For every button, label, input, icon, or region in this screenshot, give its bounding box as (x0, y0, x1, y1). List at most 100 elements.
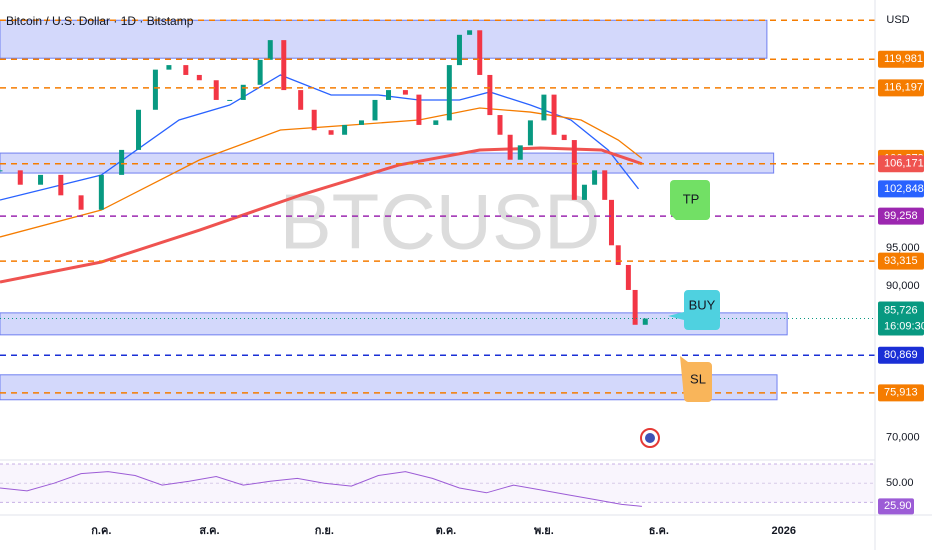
candle (615, 245, 621, 265)
candle (166, 65, 172, 70)
price-label: 102,848 (884, 183, 924, 195)
candle (608, 199, 614, 246)
candle (0, 170, 3, 172)
candle (213, 80, 219, 100)
candle (456, 34, 462, 66)
moving-average (0, 146, 643, 284)
candle (38, 174, 44, 185)
price-label-box (878, 252, 924, 270)
price-label-box (878, 155, 924, 173)
candle (517, 145, 523, 160)
price-label-box (878, 301, 924, 336)
candle (257, 59, 263, 85)
candle (487, 74, 493, 116)
price-label-box (878, 384, 924, 402)
rsi-label-box (878, 498, 914, 515)
callout-text: TP (683, 191, 700, 206)
price-label: 119,981 (884, 53, 923, 65)
candle (58, 174, 64, 196)
rsi-band-fill (0, 464, 875, 503)
candle (119, 149, 125, 175)
price-label-box (878, 50, 924, 68)
candle (592, 170, 598, 185)
buy-callout: BUY (668, 290, 720, 330)
price-label: 80,869 (884, 349, 918, 361)
candle (152, 69, 158, 110)
price-label-box (878, 207, 924, 225)
tp-callout: TP (670, 180, 710, 220)
rsi-label: 25.90 (884, 500, 912, 512)
candle (136, 109, 142, 150)
candle (642, 318, 648, 325)
candle (298, 90, 304, 110)
candle (625, 264, 631, 290)
candle (446, 65, 452, 121)
x-tick-label: ธ.ค. (649, 525, 669, 537)
callout-box (680, 356, 712, 402)
candle (196, 74, 202, 81)
y-tick-label: 70,000 (886, 431, 920, 443)
candle (632, 289, 638, 325)
price-label-box (878, 79, 924, 97)
price-label: 116,197 (884, 82, 923, 94)
candle (358, 120, 364, 125)
event-icon-flag (645, 433, 655, 443)
rsi-line (0, 471, 642, 507)
candle (402, 90, 408, 95)
candle (416, 94, 422, 125)
rsi-tick-label: 50.00 (886, 477, 914, 489)
chart-title: Bitcoin / U.S. Dollar · 1D · Bitstamp (6, 14, 194, 28)
candle (240, 84, 246, 100)
price-label: 85,726 (884, 304, 918, 316)
candle (311, 109, 317, 131)
candle (477, 30, 483, 75)
candle (98, 174, 104, 210)
price-label-box (878, 180, 924, 198)
candle (342, 124, 348, 135)
candle (328, 130, 334, 135)
candle (561, 134, 567, 141)
price-label: 93,315 (884, 255, 918, 267)
price-label: 106,171 (884, 158, 924, 170)
x-tick-label: ก.ค. (91, 525, 111, 537)
candle (78, 195, 84, 210)
candle (497, 115, 503, 135)
candle (571, 140, 577, 200)
price-label: 75,913 (884, 387, 918, 399)
price-label-box (878, 346, 924, 364)
candle (372, 99, 378, 121)
y-tick-label: 95,000 (886, 242, 920, 254)
candle (227, 99, 233, 101)
callout-text: BUY (689, 297, 716, 312)
y-tick-label: 90,000 (886, 280, 920, 292)
candle (386, 90, 392, 100)
x-tick-label: ส.ค. (199, 525, 219, 537)
x-tick-label: พ.ย. (534, 525, 554, 537)
callout-box (670, 180, 710, 220)
x-tick-label: ก.ย. (315, 525, 334, 537)
x-tick-label: ต.ค. (436, 525, 457, 537)
callout-text: SL (690, 371, 706, 386)
watermark: BTCUSD (280, 178, 601, 266)
candle (17, 170, 23, 185)
candle (183, 65, 189, 75)
zone (0, 374, 778, 401)
price-label: 99,258 (884, 210, 918, 222)
candle (551, 94, 557, 135)
candle (527, 120, 533, 146)
x-tick-label: 2026 (772, 525, 796, 537)
candle (602, 170, 608, 200)
candle (433, 120, 439, 125)
candle (581, 184, 587, 200)
candle (541, 94, 547, 121)
zone (0, 19, 768, 59)
currency: USD (886, 14, 909, 26)
candle (267, 40, 273, 60)
countdown: 16:09:30 (884, 320, 927, 332)
sl-callout: SL (680, 356, 712, 402)
candle (507, 134, 513, 160)
callout-box (668, 290, 720, 330)
candle (281, 40, 287, 91)
candle (467, 30, 473, 35)
